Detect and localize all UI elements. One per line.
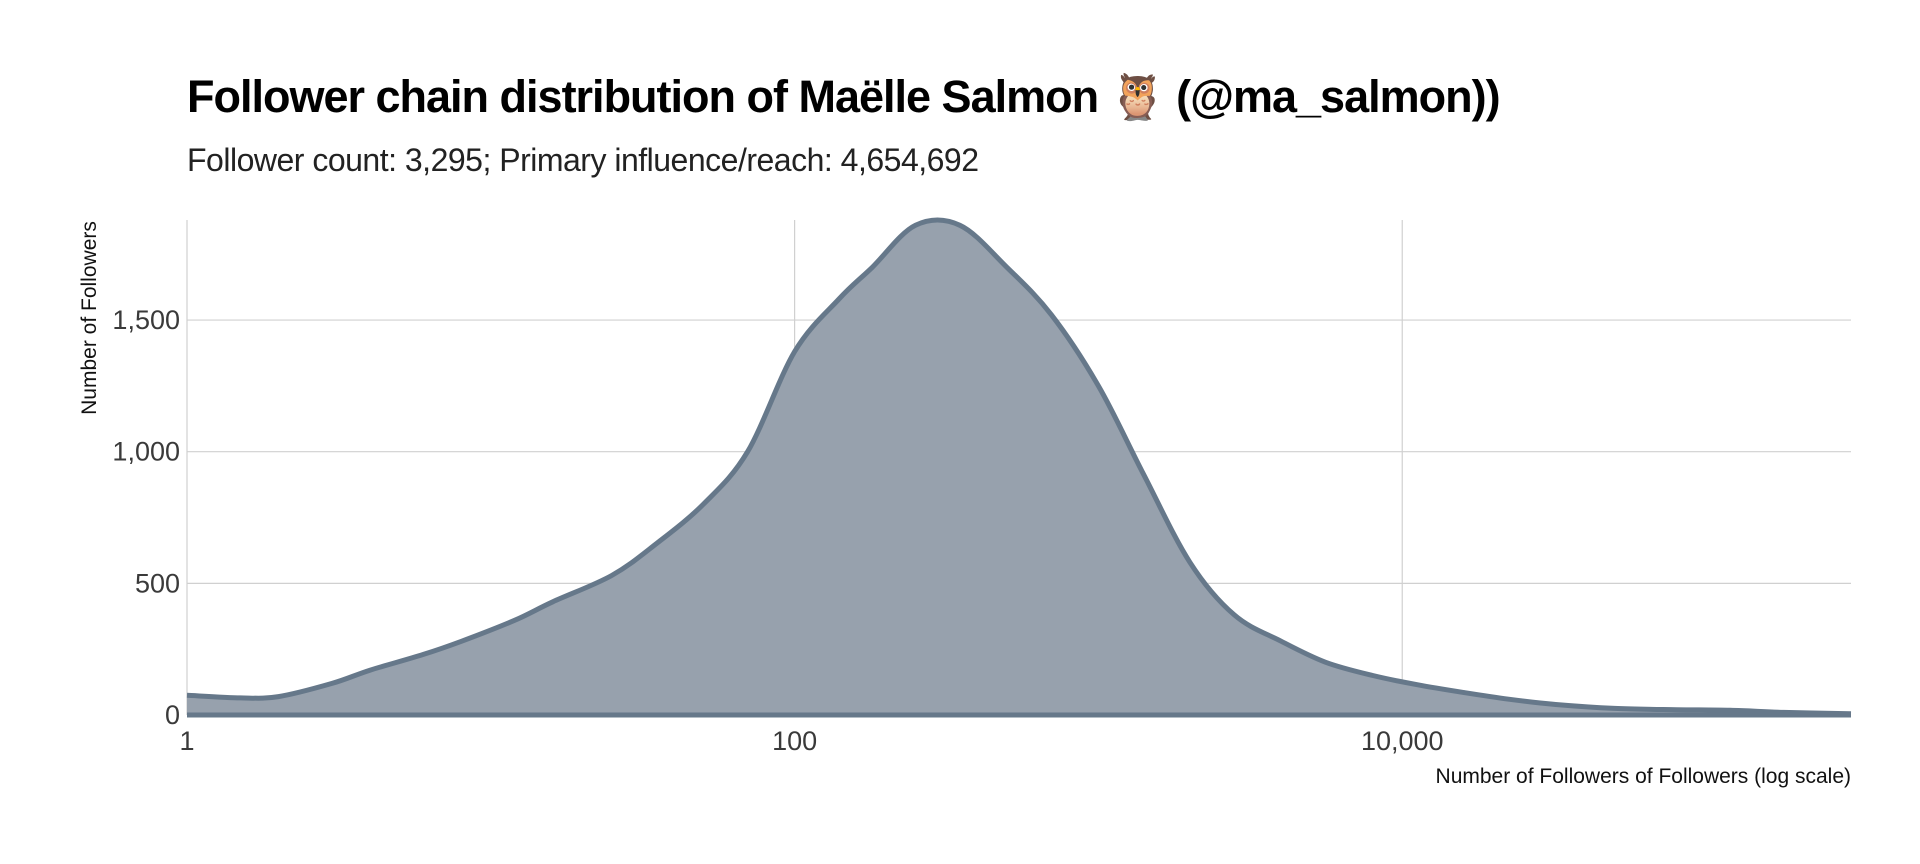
- axis-ticks: 0 500 1,000 1,500 1 100 10,000: [112, 305, 1443, 756]
- y-tick-label: 1,500: [112, 305, 180, 335]
- y-axis-title: Number of Followers: [78, 221, 101, 415]
- x-tick-label: 10,000: [1361, 726, 1444, 756]
- x-tick-label: 1: [179, 726, 194, 756]
- chart-subtitle: Follower count: 3,295; Primary influence…: [187, 142, 979, 178]
- y-tick-label: 0: [165, 700, 180, 730]
- density-line: [186, 217, 1852, 717]
- chart-title: Follower chain distribution of Maëlle Sa…: [187, 71, 1501, 122]
- x-tick-label: 100: [772, 726, 817, 756]
- y-tick-label: 1,000: [112, 437, 180, 467]
- density-area: [187, 219, 1851, 715]
- y-tick-label: 500: [135, 568, 180, 598]
- x-axis-title: Number of Followers of Followers (log sc…: [1436, 765, 1851, 788]
- density-series: [186, 217, 1852, 718]
